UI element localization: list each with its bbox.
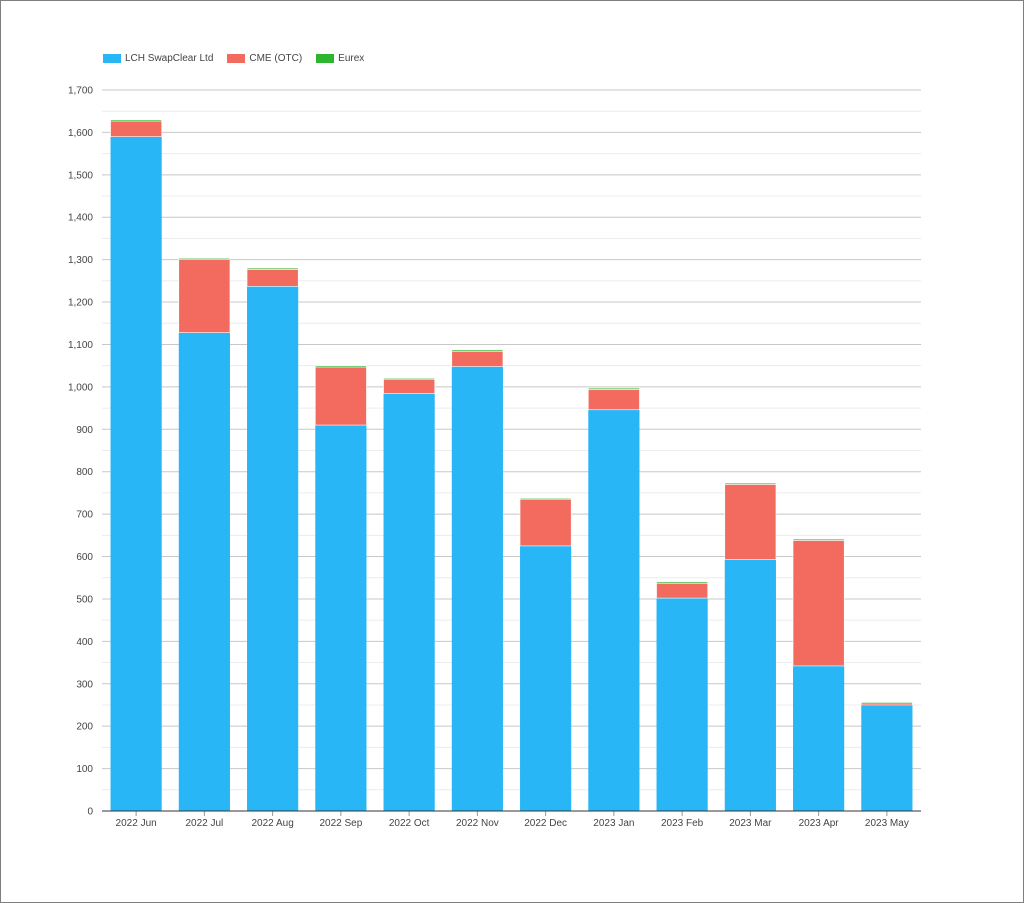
x-tick-label: 2022 Oct <box>389 818 430 829</box>
y-tick-label: 1,200 <box>68 298 93 309</box>
bar-segment <box>383 378 436 380</box>
bar-segment <box>314 366 367 426</box>
y-tick-label: 700 <box>76 510 93 521</box>
bar-segment <box>656 581 709 584</box>
y-tick-label: 1,300 <box>68 255 93 266</box>
legend-swatch-eurex <box>316 54 335 63</box>
y-tick-label: 1,100 <box>68 340 93 351</box>
y-tick-label: 800 <box>76 467 93 478</box>
x-tick-label: 2022 Jul <box>185 818 223 829</box>
legend-item-cme[interactable]: CME (OTC) <box>227 53 302 64</box>
bar-segment <box>246 267 299 270</box>
legend-swatch-cme <box>227 54 246 63</box>
bar-segment <box>792 538 845 541</box>
bar-segment <box>860 701 913 704</box>
y-tick-label: 0 <box>87 807 93 818</box>
legend-label-eurex: Eurex <box>338 53 365 64</box>
bar-segment <box>724 559 776 811</box>
x-tick-label: 2022 Aug <box>251 818 293 829</box>
bar-segment <box>110 136 162 811</box>
y-tick-label: 300 <box>76 679 93 690</box>
bar-segment <box>792 540 845 667</box>
legend-swatch-lch <box>103 54 121 63</box>
x-tick-label: 2023 May <box>865 818 909 829</box>
bar-segment <box>246 269 299 287</box>
bar-segment <box>656 598 708 811</box>
bar-segment <box>315 425 367 811</box>
x-tick-label: 2022 Jun <box>116 818 157 829</box>
y-tick-label: 600 <box>76 552 93 563</box>
bar-segment <box>178 259 231 333</box>
bar-segment <box>519 498 572 500</box>
x-tick-label: 2023 Feb <box>661 818 704 829</box>
y-tick-label: 400 <box>76 637 93 648</box>
bar-segment <box>178 332 230 811</box>
bar-segment <box>861 704 913 811</box>
y-tick-label: 500 <box>76 594 93 605</box>
bar-segment <box>314 365 367 368</box>
x-tick-label: 2022 Dec <box>524 818 567 829</box>
x-tick-label: 2022 Nov <box>456 818 499 829</box>
x-tick-label: 2023 Jan <box>593 818 634 829</box>
bar-segment <box>587 387 640 390</box>
y-tick-label: 900 <box>76 425 93 436</box>
legend-label-cme: CME (OTC) <box>249 53 303 64</box>
x-tick-label: 2023 Apr <box>799 818 840 829</box>
bar-segment <box>724 482 777 485</box>
bar-segment <box>178 258 231 260</box>
bar-segment <box>588 409 640 811</box>
bar-segment <box>383 379 436 394</box>
bar-segment <box>110 119 163 122</box>
x-tick-label: 2022 Sep <box>319 818 362 829</box>
bar-segment <box>724 484 777 560</box>
bar-segment <box>110 120 163 137</box>
bar-segment <box>451 349 504 352</box>
bar-segment <box>656 582 709 599</box>
y-tick-label: 1,500 <box>68 170 93 181</box>
bar-segment <box>247 286 299 812</box>
legend-label-lch: LCH SwapClear Ltd <box>125 53 214 64</box>
bar-segment <box>520 545 572 811</box>
y-tick-label: 1,400 <box>68 213 93 224</box>
x-tick-label: 2023 Mar <box>729 818 772 829</box>
bar-segment <box>793 665 845 811</box>
bar-segment <box>451 350 504 367</box>
bar-segment <box>587 389 640 411</box>
legend-item-eurex[interactable]: Eurex <box>316 53 364 64</box>
y-tick-label: 1,600 <box>68 128 93 139</box>
bar-segment <box>519 499 572 547</box>
bar-segment <box>451 366 503 811</box>
y-tick-label: 1,700 <box>68 86 93 97</box>
y-tick-label: 1,000 <box>68 382 93 393</box>
chart-legend: LCH SwapClear Ltd CME (OTC) Eurex <box>103 53 378 64</box>
y-tick-label: 100 <box>76 764 93 775</box>
bar-segment <box>383 393 435 811</box>
bar-segment <box>860 702 913 706</box>
y-tick-label: 200 <box>76 722 93 733</box>
legend-item-lch[interactable]: LCH SwapClear Ltd <box>103 53 213 64</box>
